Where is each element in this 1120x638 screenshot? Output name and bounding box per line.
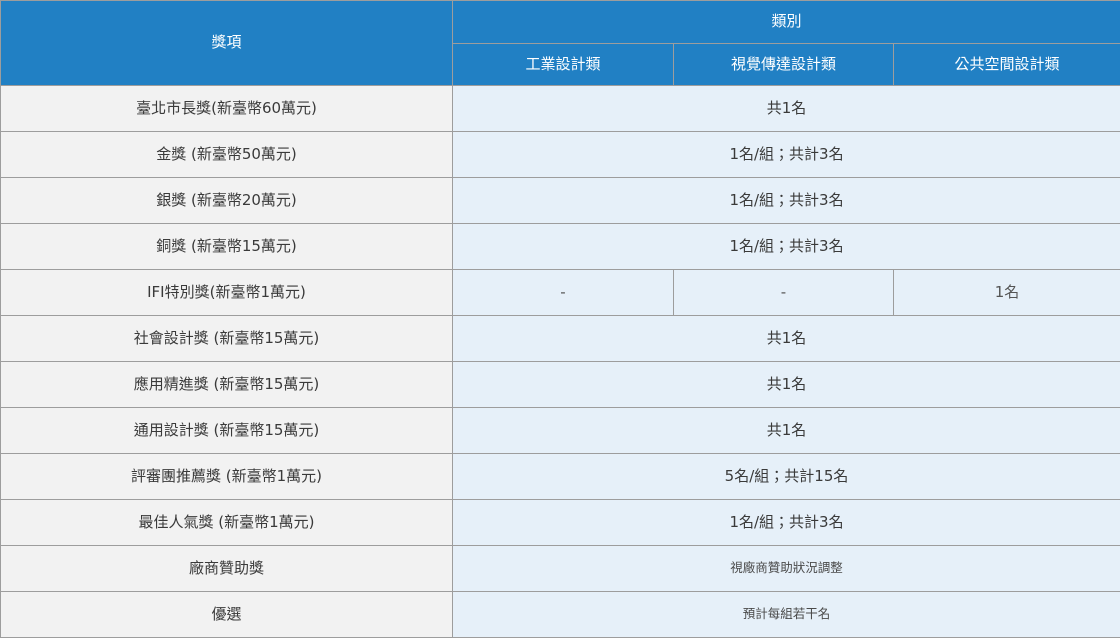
award-name-cell: 金獎 (新臺幣50萬元) <box>1 132 453 178</box>
header-category-industrial-design: 工業設計類 <box>453 44 674 86</box>
award-name-cell: 臺北市長獎(新臺幣60萬元) <box>1 86 453 132</box>
table-row: 臺北市長獎(新臺幣60萬元)共1名 <box>1 86 1120 132</box>
table-row: 銀獎 (新臺幣20萬元)1名/組；共計3名 <box>1 178 1120 224</box>
award-name-cell: 社會設計獎 (新臺幣15萬元) <box>1 316 453 362</box>
award-name-cell: 最佳人氣獎 (新臺幣1萬元) <box>1 500 453 546</box>
table-row: 評審團推薦獎 (新臺幣1萬元)5名/組；共計15名 <box>1 454 1120 500</box>
award-name-cell: 通用設計獎 (新臺幣15萬元) <box>1 408 453 454</box>
quota-cell: 1名/組；共計3名 <box>453 224 1120 270</box>
quota-cell: 共1名 <box>453 316 1120 362</box>
header-category-public-space-design: 公共空間設計類 <box>894 44 1120 86</box>
table-header: 獎項 類別 工業設計類 視覺傳達設計類 公共空間設計類 <box>1 1 1120 86</box>
award-name-cell: 評審團推薦獎 (新臺幣1萬元) <box>1 454 453 500</box>
quota-cell: 1名/組；共計3名 <box>453 500 1120 546</box>
award-name-cell: 應用精進獎 (新臺幣15萬元) <box>1 362 453 408</box>
table-body: 臺北市長獎(新臺幣60萬元)共1名金獎 (新臺幣50萬元)1名/組；共計3名銀獎… <box>1 86 1120 638</box>
quota-cell: 預計每組若干名 <box>453 592 1120 638</box>
quota-cell: 1名/組；共計3名 <box>453 132 1120 178</box>
table-row: 銅獎 (新臺幣15萬元)1名/組；共計3名 <box>1 224 1120 270</box>
quota-cell: 5名/組；共計15名 <box>453 454 1120 500</box>
quota-cell: 視廠商贊助狀況調整 <box>453 546 1120 592</box>
quota-cell: - <box>674 270 894 316</box>
table-row: 最佳人氣獎 (新臺幣1萬元)1名/組；共計3名 <box>1 500 1120 546</box>
table-row: 優選預計每組若干名 <box>1 592 1120 638</box>
quota-cell: 共1名 <box>453 408 1120 454</box>
quota-cell: 1名/組；共計3名 <box>453 178 1120 224</box>
header-award: 獎項 <box>1 1 453 86</box>
table-row: 社會設計獎 (新臺幣15萬元)共1名 <box>1 316 1120 362</box>
header-row-top: 獎項 類別 <box>1 1 1120 44</box>
header-category-group: 類別 <box>453 1 1120 44</box>
quota-cell: - <box>453 270 674 316</box>
quota-cell: 1名 <box>894 270 1120 316</box>
award-name-cell: 優選 <box>1 592 453 638</box>
award-name-cell: IFI特別獎(新臺幣1萬元) <box>1 270 453 316</box>
table-row: 應用精進獎 (新臺幣15萬元)共1名 <box>1 362 1120 408</box>
table-row: 金獎 (新臺幣50萬元)1名/組；共計3名 <box>1 132 1120 178</box>
award-name-cell: 銀獎 (新臺幣20萬元) <box>1 178 453 224</box>
header-category-visual-communication-design: 視覺傳達設計類 <box>674 44 894 86</box>
table-row: 通用設計獎 (新臺幣15萬元)共1名 <box>1 408 1120 454</box>
award-name-cell: 廠商贊助獎 <box>1 546 453 592</box>
quota-cell: 共1名 <box>453 86 1120 132</box>
table-row: IFI特別獎(新臺幣1萬元)--1名 <box>1 270 1120 316</box>
quota-cell: 共1名 <box>453 362 1120 408</box>
table-row: 廠商贊助獎視廠商贊助狀況調整 <box>1 546 1120 592</box>
award-name-cell: 銅獎 (新臺幣15萬元) <box>1 224 453 270</box>
